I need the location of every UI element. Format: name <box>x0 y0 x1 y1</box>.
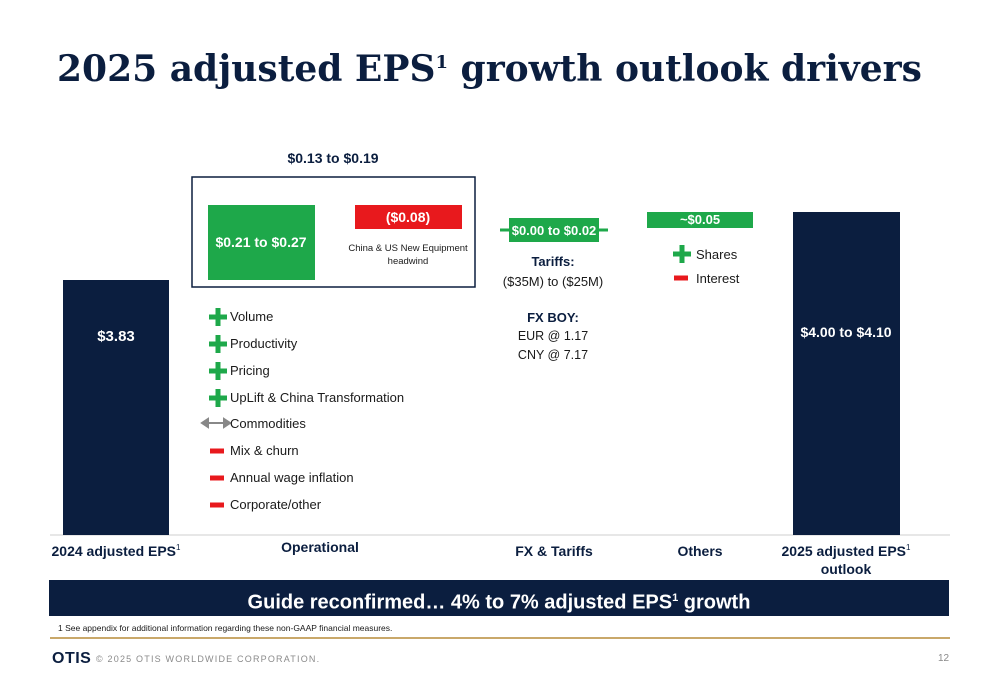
bar-others <box>647 212 753 228</box>
bar-label-operational-decrease: ($0.08) <box>386 209 430 225</box>
guidance-banner: Guide reconfirmed… 4% to 7% adjusted EPS… <box>49 580 949 616</box>
page-title: 2025 adjusted EPS1 growth outlook driver… <box>57 48 922 90</box>
plus-icon <box>209 335 227 353</box>
others-driver-item: Interest <box>696 271 740 286</box>
bar-2024-eps <box>63 280 169 535</box>
footer-divider <box>50 637 950 639</box>
driver-item: Annual wage inflation <box>230 470 354 485</box>
headwind-note-line1: China & US New Equipment <box>348 243 468 254</box>
minus-icon <box>210 502 224 508</box>
plus-icon <box>209 389 227 407</box>
operational-box <box>191 176 476 288</box>
driver-item: Corporate/other <box>230 497 322 512</box>
plus-icon <box>209 362 227 380</box>
minus-icon <box>210 475 224 481</box>
bar-label-others: ~$0.05 <box>680 212 720 227</box>
category-label: 2024 adjusted EPS1 <box>52 543 182 559</box>
bar-fx-tariffs <box>509 218 599 242</box>
plus-icon <box>673 245 691 263</box>
tariffs-heading: Tariffs: <box>531 254 574 269</box>
driver-item: UpLift & China Transformation <box>230 390 404 405</box>
category-label: Operational <box>281 539 359 555</box>
bidirectional-arrow-icon <box>200 417 232 429</box>
footnote: 1 See appendix for additional informatio… <box>58 623 393 633</box>
plus-icon <box>209 308 227 326</box>
driver-item: Volume <box>230 309 273 324</box>
bar-operational-increase <box>208 205 315 280</box>
driver-item: Pricing <box>230 363 270 378</box>
fx-rate-line: CNY @ 7.17 <box>518 348 588 362</box>
driver-item: Mix & churn <box>230 443 299 458</box>
operational-net-label: $0.13 to $0.19 <box>287 150 378 166</box>
copyright-text: © 2025 OTIS WORLDWIDE CORPORATION. <box>96 654 321 664</box>
eps-waterfall-chart: $3.83 $0.13 to $0.19 $0.21 to $0.27 ($0.08)… <box>50 150 950 577</box>
bar-label-2025-outlook: $4.00 to $4.10 <box>800 324 891 340</box>
category-label-line2: outlook <box>821 561 872 577</box>
page-number: 12 <box>938 653 950 664</box>
category-label: 2025 adjusted EPS1 <box>782 543 912 559</box>
category-label: Others <box>677 543 722 559</box>
bar-2025-outlook <box>793 212 900 535</box>
fx-heading: FX BOY: <box>527 310 579 325</box>
minus-icon <box>674 275 688 281</box>
others-driver-item: Shares <box>696 247 738 262</box>
bar-label-fx-tariffs: $0.00 to $0.02 <box>512 223 597 238</box>
minus-icon <box>210 448 224 454</box>
bar-label-2024-eps: $3.83 <box>97 328 135 345</box>
driver-item: Productivity <box>230 336 298 351</box>
otis-logo: OTIS <box>52 650 92 667</box>
headwind-note-line2: headwind <box>388 256 429 267</box>
category-label: FX & Tariffs <box>515 543 593 559</box>
fx-rate-line: EUR @ 1.17 <box>518 329 588 343</box>
driver-item: Commodities <box>230 416 306 431</box>
bar-label-operational-increase: $0.21 to $0.27 <box>215 234 306 250</box>
tariffs-value: ($35M) to ($25M) <box>503 274 603 289</box>
bar-operational-decrease <box>355 205 462 229</box>
